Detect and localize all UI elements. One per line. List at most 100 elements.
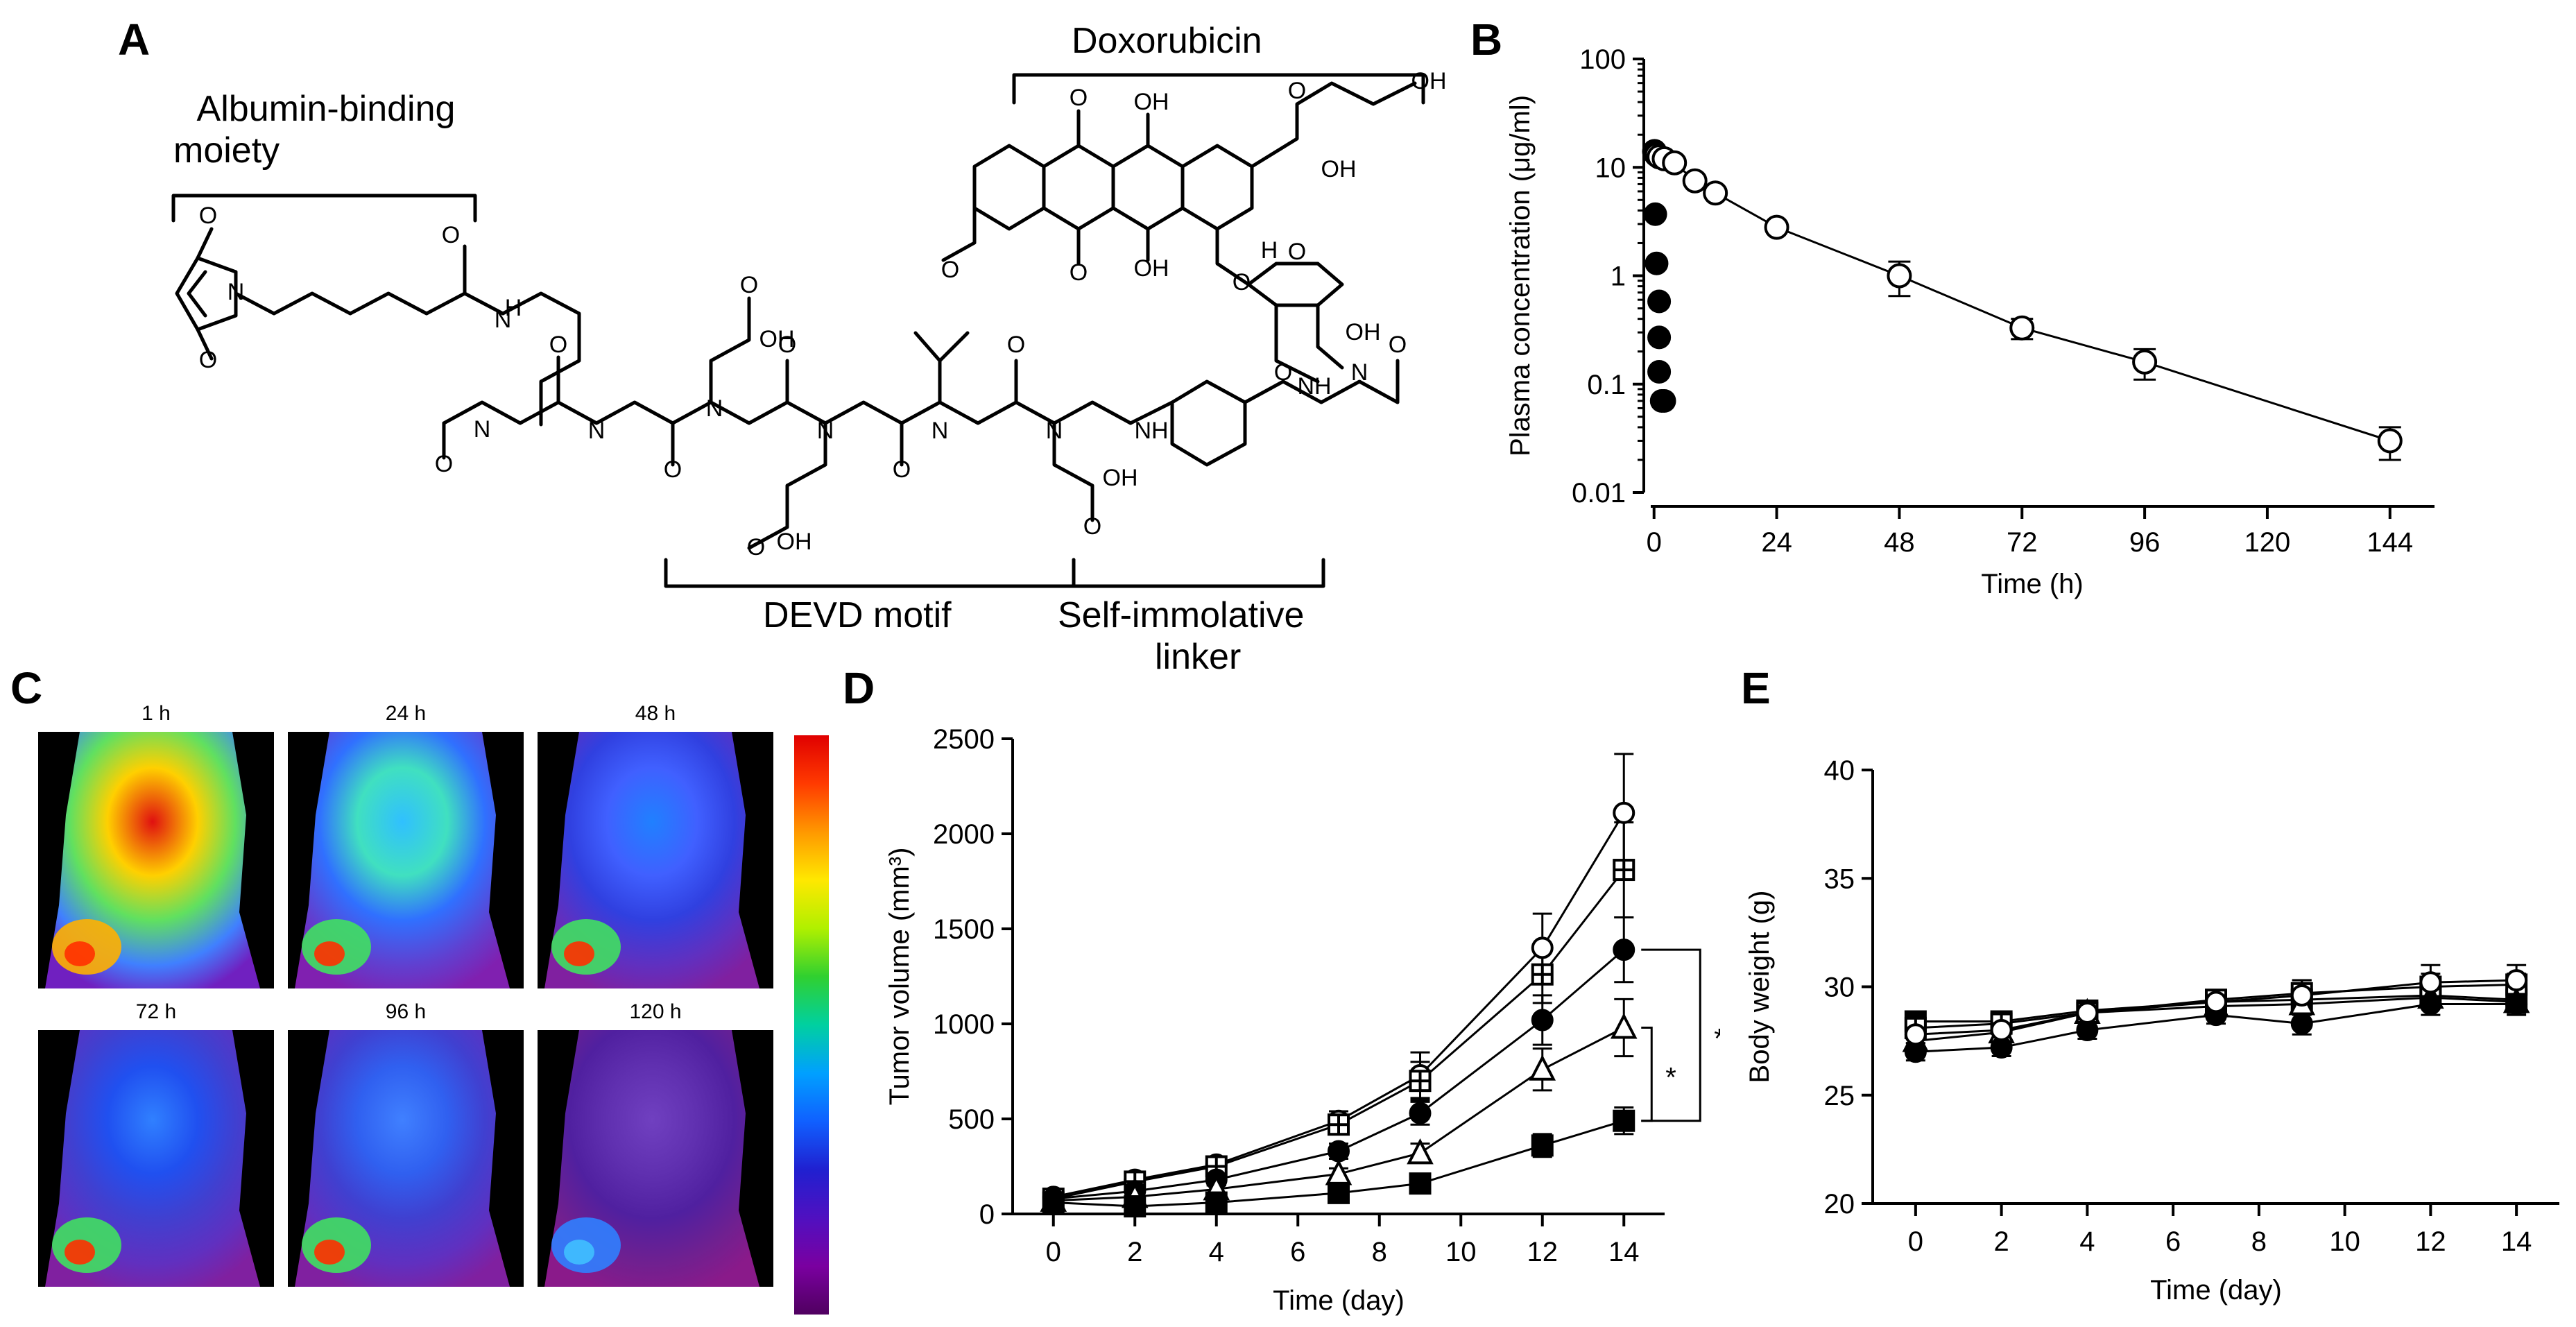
- chart-d-point-open-square-cross: [1328, 1113, 1350, 1136]
- svg-text:O: O: [199, 347, 217, 373]
- panel-c-letter: C: [10, 663, 43, 713]
- fluorescence-image: [538, 1030, 773, 1287]
- chart-d-point-open-triangle: [1610, 1013, 1638, 1039]
- chart-d-point-open-square-cross: [1409, 1070, 1432, 1093]
- svg-text:N: N: [495, 307, 512, 333]
- albumin-label: Albumin-binding moiety: [173, 89, 479, 172]
- svg-text:O: O: [1288, 239, 1306, 265]
- chart-e-xtick-label: 8: [2251, 1226, 2267, 1257]
- chart-b-line-open: [1654, 151, 2391, 442]
- devd-bracket: [664, 558, 1076, 588]
- chart-b-xtick-label: 144: [2367, 527, 2413, 558]
- benzene-ring: [1170, 379, 1247, 467]
- fluorescence-image: [538, 732, 773, 988]
- significance-bracket: [1641, 948, 1701, 1122]
- chart-e-point-open-circle: [2505, 969, 2528, 992]
- chart-b-point-open: [1662, 150, 1688, 175]
- chart-d-point-open-square-cross: [1613, 859, 1635, 882]
- chart-b-point-filled: [1647, 325, 1672, 350]
- albumin-label-line2: moiety: [173, 130, 280, 171]
- chart-e-point-open-circle: [2419, 971, 2442, 994]
- chart-b-ytick-label: 0.01: [1572, 478, 1626, 508]
- svg-text:O: O: [740, 272, 758, 298]
- svg-text:OH: OH: [1103, 465, 1138, 491]
- linker-label-line1: Self-immolative: [1058, 595, 1305, 635]
- chart-d-ytick-label: 500: [948, 1104, 995, 1135]
- chart-e-point-open-circle: [1904, 1023, 1927, 1046]
- chart-b-xtick-label: 72: [2007, 527, 2038, 558]
- svg-text:N: N: [931, 418, 949, 444]
- chart-d-point-filled-square: [1613, 1109, 1635, 1132]
- svg-text:N: N: [706, 395, 723, 422]
- chart-b-xtick-label: 0: [1647, 527, 1662, 558]
- svg-text:O: O: [1288, 78, 1306, 104]
- chart-d-ytick-label: 2500: [933, 724, 995, 755]
- svg-text:N: N: [1046, 418, 1063, 444]
- chart-d-point-filled-square: [1328, 1181, 1350, 1204]
- svg-text:N: N: [474, 416, 491, 443]
- chart-b-axes: [1633, 58, 2435, 519]
- chart-b-xlabel: Time (h): [1981, 569, 2083, 599]
- chart-e-ytick-label: 35: [1824, 864, 1855, 894]
- chart-d-point-filled-circle: [1409, 1102, 1432, 1124]
- chart-b-xtick-label: 48: [1884, 527, 1915, 558]
- chart-d-xtick-label: 10: [1445, 1237, 1477, 1267]
- chart-d-point-open-circle: [1613, 801, 1635, 824]
- chart-d-point-filled-square: [1531, 1134, 1554, 1157]
- chart-b-ylabel: Plasma concentration (μg/ml): [1505, 95, 1536, 456]
- chart-b-xtick-label: 120: [2244, 527, 2291, 558]
- fluorescence-image: [288, 732, 524, 988]
- image-time-label: 48 h: [635, 702, 676, 725]
- fluorescence-image: [38, 1030, 274, 1287]
- albumin-label-line1: Albumin-binding: [196, 89, 456, 129]
- chart-b-point-filled: [1647, 289, 1672, 314]
- svg-text:O: O: [1389, 332, 1407, 358]
- daunosamine-ring: [1246, 262, 1344, 307]
- svg-text:N: N: [227, 279, 245, 305]
- svg-text:O: O: [1233, 269, 1251, 296]
- chart-e-point-open-circle: [2205, 991, 2227, 1013]
- panel-d-letter: D: [843, 663, 875, 713]
- chart-b-point-filled: [1645, 251, 1669, 275]
- chart-e-ylabel: Body weight (g): [1744, 891, 1775, 1084]
- chart-e-xtick-label: 10: [2329, 1226, 2360, 1257]
- svg-text:H: H: [1261, 237, 1278, 264]
- chart-e-point-open-circle: [1990, 1019, 2013, 1041]
- svg-text:N: N: [1351, 359, 1368, 386]
- chart-d-ytick-label: 1500: [933, 914, 995, 945]
- significance-label: **: [1714, 1023, 1720, 1054]
- chart-e-xtick-label: 12: [2415, 1226, 2446, 1257]
- colorbar: [794, 735, 829, 1315]
- fluorescence-image: [288, 1030, 524, 1287]
- image-time-label: 24 h: [385, 702, 427, 725]
- chart-b-ytick-label: 0.1: [1587, 370, 1626, 400]
- image-time-label: 96 h: [385, 1000, 427, 1023]
- chart-b-ytick-label: 1: [1611, 262, 1626, 292]
- svg-text:O: O: [747, 534, 765, 560]
- svg-text:N: N: [588, 418, 606, 444]
- chart-b-point-filled: [1647, 359, 1672, 384]
- chart-e-xlabel: Time (day): [2150, 1275, 2282, 1305]
- doxorubicin-rings: [972, 144, 1254, 231]
- chart-e-ytick-label: 25: [1824, 1081, 1855, 1111]
- svg-text:NH: NH: [1297, 373, 1331, 400]
- chart-d: 0 500 1000 1500 2000 2500 0 2 4 6 8 10 12 14 Time (day…: [884, 724, 1720, 1316]
- chart-b-point-open: [2009, 315, 2035, 341]
- chart-d-point-filled-circle: [1328, 1140, 1350, 1163]
- chart-b-point-open: [2132, 349, 2158, 375]
- chart-b-point-filled: [1652, 388, 1676, 413]
- svg-text:O: O: [664, 456, 682, 483]
- maleimide-ring: [175, 256, 238, 332]
- svg-text:O: O: [549, 332, 567, 358]
- chart-b-point-open: [1682, 168, 1708, 194]
- chart-d-xtick-label: 0: [1046, 1237, 1061, 1267]
- chart-e-ytick-label: 20: [1824, 1189, 1855, 1219]
- image-time-label: 72 h: [135, 1000, 177, 1023]
- chart-b-xtick-label: 96: [2129, 527, 2161, 558]
- svg-text:O: O: [941, 257, 959, 283]
- chart-e-axes: [1862, 769, 2559, 1216]
- chart-d-point-open-square-cross: [1531, 963, 1554, 986]
- chart-d-point-open-triangle: [1529, 1054, 1556, 1081]
- chart-e-ytick-label: 40: [1824, 755, 1855, 786]
- chart-d-xtick-label: 6: [1290, 1237, 1305, 1267]
